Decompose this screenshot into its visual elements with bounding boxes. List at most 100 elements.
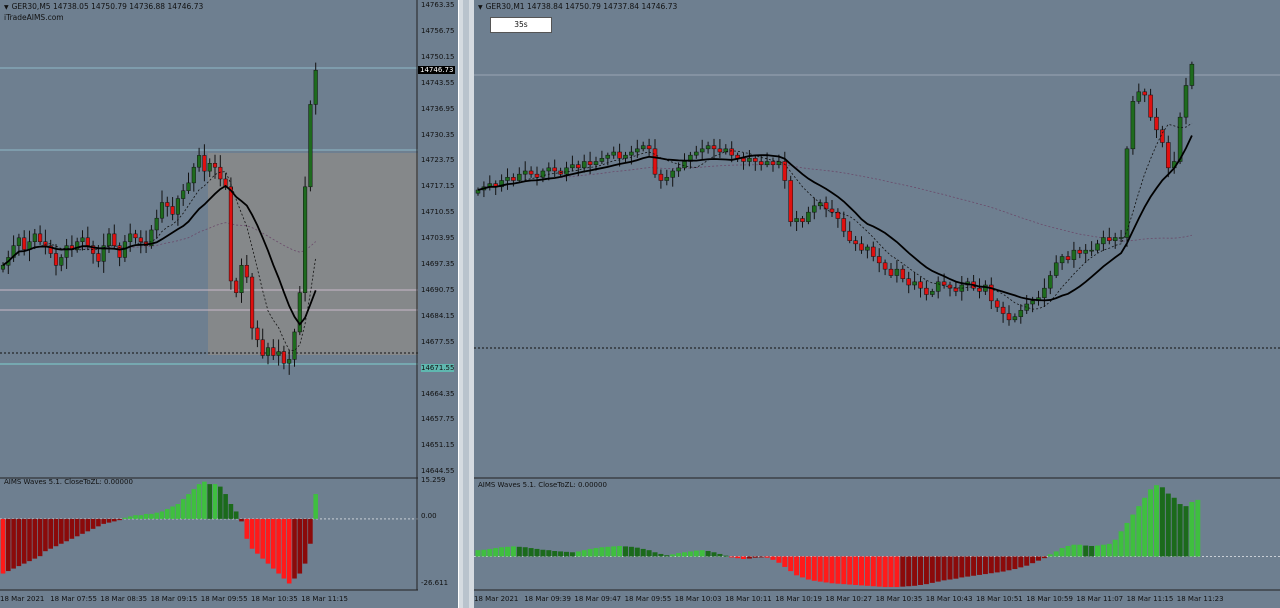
bull-candle (1083, 249, 1088, 254)
bull-candle (522, 170, 528, 175)
left-chart-window[interactable]: ▼ GER30,M5 14738.05 14750.79 14736.88 147… (0, 0, 458, 608)
oscillator-bar (687, 551, 693, 557)
bear-candle (576, 164, 581, 169)
bull-candle (794, 218, 799, 222)
oscillator-bar (811, 556, 817, 581)
bear-candle (43, 241, 48, 246)
oscillator-bar (106, 518, 112, 523)
oscillator-bar (971, 556, 977, 576)
bear-candle (48, 245, 53, 254)
left-chart-canvas[interactable] (0, 0, 458, 608)
oscillator-bar (1041, 556, 1047, 559)
bear-candle (941, 281, 947, 286)
bear-candle (1154, 116, 1159, 131)
bear-candle (617, 151, 622, 159)
oscillator-bar (1047, 554, 1053, 557)
oscillator-bar (281, 518, 287, 579)
oscillator-bar (69, 518, 75, 539)
right-chart-window[interactable]: ▼ GER30,M1 14738.84 14750.79 14737.84 147… (474, 0, 1280, 608)
oscillator-bar (286, 518, 292, 584)
time-label: 18 Mar 2021 (474, 595, 519, 603)
bull-candle (154, 217, 159, 231)
bear-candle (170, 206, 175, 215)
time-label: 18 Mar 10:43 (925, 595, 973, 603)
oscillator-bar (1077, 544, 1083, 557)
oscillator-bar (1053, 551, 1059, 557)
oscillator-bar (599, 547, 605, 557)
right-chart-header: ▼ GER30,M1 14738.84 14750.79 14737.84 147… (478, 2, 677, 11)
oscillator-bar (112, 518, 117, 522)
bear-candle (511, 177, 516, 181)
bull-candle (747, 158, 752, 162)
time-label: 18 Mar 07:55 (50, 595, 97, 603)
oscillator-bar (705, 551, 711, 557)
price-tick: 14730.35 (421, 130, 455, 139)
bull-candle (564, 167, 569, 175)
dropdown-triangle-icon[interactable]: ▼ (478, 4, 483, 11)
time-label: 18 Mar 10:03 (674, 595, 722, 603)
bull-candle (1095, 243, 1100, 251)
oscillator-bar (1095, 545, 1100, 557)
bear-candle (552, 167, 557, 172)
bull-candle (581, 161, 587, 169)
range-box (208, 153, 418, 355)
window-splitter[interactable] (458, 0, 475, 608)
oscillator-bar (143, 513, 149, 519)
bear-candle (741, 158, 746, 162)
bear-candle (528, 170, 534, 175)
bull-candle (806, 211, 811, 222)
oscillator-bar (196, 484, 202, 519)
bear-candle (38, 233, 43, 242)
bear-candle (977, 287, 982, 292)
oscillator-bar (21, 518, 27, 564)
bear-candle (876, 256, 882, 264)
bear-candle (1166, 142, 1171, 169)
oscillator-bar (1018, 556, 1024, 568)
oscillator-bar (717, 553, 723, 557)
oscillator-bar (982, 556, 988, 575)
price-tick: 14756.75 (421, 26, 455, 35)
main-ma-line (2, 184, 317, 326)
bull-candle (1018, 310, 1024, 317)
price-tick: 14703.95 (421, 234, 455, 243)
oscillator-bar (640, 548, 646, 557)
bear-candle (906, 278, 911, 286)
bull-candle (670, 170, 675, 178)
bull-candle (308, 104, 313, 188)
bear-candle (853, 240, 858, 245)
bull-candle (191, 166, 196, 184)
oscillator-bar (1165, 493, 1171, 557)
oscillator-bar (859, 556, 864, 586)
oscillator-bar (776, 556, 782, 563)
price-tick: 14697.35 (421, 260, 455, 268)
oscillator-bar (994, 556, 1000, 573)
price-tick: 14651.15 (421, 441, 455, 450)
bull-candle (32, 233, 37, 242)
oscillator-tick: -26.611 (421, 579, 449, 587)
price-tick: 14736.95 (421, 104, 455, 113)
price-tick: 14750.15 (421, 52, 455, 61)
oscillator-bar (516, 546, 522, 557)
bull-candle (688, 154, 693, 162)
dropdown-triangle-icon[interactable]: ▼ (4, 4, 9, 11)
oscillator-bar (90, 518, 96, 529)
bear-candle (53, 253, 59, 266)
oscillator-bar (764, 556, 770, 558)
right-symbol-ohlc: GER30,M1 14738.84 14750.79 14737.84 1474… (485, 2, 678, 11)
time-label: 18 Mar 09:47 (574, 595, 622, 603)
time-label: 18 Mar 11:15 (1126, 595, 1174, 603)
bull-candle (499, 180, 504, 188)
oscillator-bar (1159, 487, 1165, 557)
oscillator-bar (159, 511, 165, 519)
oscillator-bar (569, 552, 575, 557)
oscillator-bar (823, 556, 829, 583)
right-chart-canvas[interactable] (474, 0, 1280, 608)
oscillator-bar (977, 556, 982, 575)
bull-candle (149, 229, 154, 246)
current-price-label: 14746.73 (418, 66, 456, 74)
oscillator-bar (906, 556, 912, 587)
time-label: 18 Mar 08:35 (100, 595, 148, 603)
bear-candle (202, 155, 207, 172)
bear-candle (534, 173, 540, 178)
oscillator-bar (228, 503, 234, 519)
